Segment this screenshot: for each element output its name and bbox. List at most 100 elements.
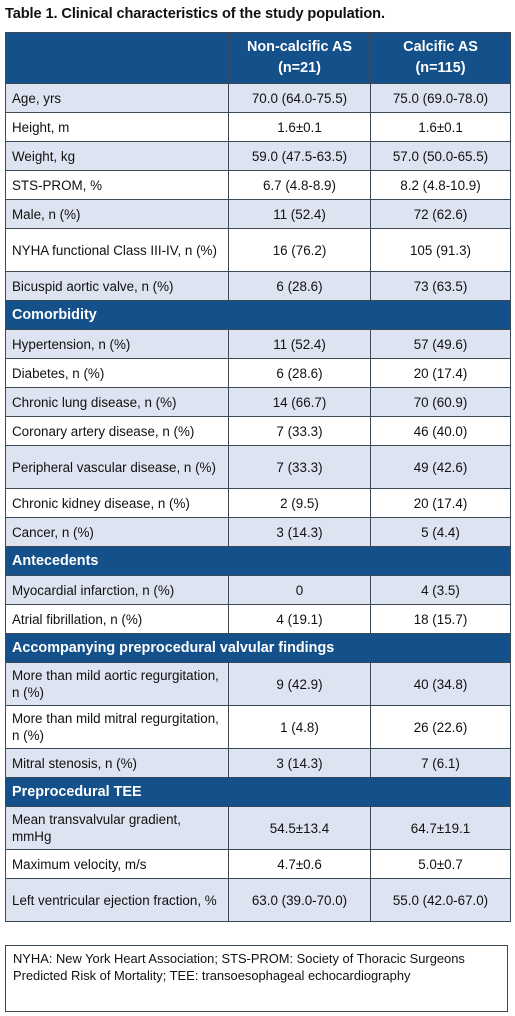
row-label: More than mild aortic regurgitation, n (… — [5, 662, 229, 706]
section-title: Comorbidity — [5, 300, 511, 330]
table-row: Bicuspid aortic valve, n (%) 6 (28.6) 73 (… — [5, 271, 511, 301]
cell-non-calcific: 6.7 (4.8-8.9) — [228, 170, 371, 200]
row-label: Weight, kg — [5, 141, 229, 171]
cell-non-calcific: 63.0 (39.0-70.0) — [228, 878, 371, 922]
cell-calcific: 73 (63.5) — [370, 271, 511, 301]
header-non-calcific-label: Non-calcific AS — [246, 39, 353, 55]
cell-non-calcific: 59.0 (47.5-63.5) — [228, 141, 371, 171]
cell-calcific: 49 (42.6) — [370, 445, 511, 489]
row-label: Mitral stenosis, n (%) — [5, 748, 229, 778]
cell-non-calcific: 54.5±13.4 — [228, 806, 371, 850]
table-row: Left ventricular ejection fraction, % 63.… — [5, 878, 511, 922]
table-row: NYHA functional Class III-IV, n (%) 16 (7… — [5, 228, 511, 272]
cell-calcific: 40 (34.8) — [370, 662, 511, 706]
cell-non-calcific: 7 (33.3) — [228, 445, 371, 489]
section-header-valvular: Accompanying preprocedural valvular find… — [5, 633, 511, 663]
row-label: Left ventricular ejection fraction, % — [5, 878, 229, 922]
table-row: Age, yrs 70.0 (64.0-75.5) 75.0 (69.0-78.0) — [5, 83, 511, 113]
cell-non-calcific: 4.7±0.6 — [228, 849, 371, 879]
cell-calcific: 26 (22.6) — [370, 705, 511, 749]
cell-calcific: 57.0 (50.0-65.5) — [370, 141, 511, 171]
section-header-antecedents: Antecedents — [5, 546, 511, 576]
row-label: Chronic lung disease, n (%) — [5, 387, 229, 417]
cell-calcific: 7 (6.1) — [370, 748, 511, 778]
cell-non-calcific: 14 (66.7) — [228, 387, 371, 417]
row-label: Male, n (%) — [5, 199, 229, 229]
table-footnote: NYHA: New York Heart Association; STS-PR… — [5, 945, 508, 1012]
cell-non-calcific: 7 (33.3) — [228, 416, 371, 446]
table-row: Coronary artery disease, n (%) 7 (33.3) 46… — [5, 416, 511, 446]
table-header-row: Non-calcific AS (n=21) Calcific AS (n=115) — [5, 32, 511, 84]
cell-non-calcific: 11 (52.4) — [228, 329, 371, 359]
table-row: Maximum velocity, m/s 4.7±0.6 5.0±0.7 — [5, 849, 511, 879]
cell-non-calcific: 1 (4.8) — [228, 705, 371, 749]
header-non-calcific: Non-calcific AS (n=21) — [228, 32, 371, 84]
table-row: Cancer, n (%) 3 (14.3) 5 (4.4) — [5, 517, 511, 547]
row-label: Cancer, n (%) — [5, 517, 229, 547]
cell-calcific: 55.0 (42.0-67.0) — [370, 878, 511, 922]
row-label: Myocardial infarction, n (%) — [5, 575, 229, 605]
section-title: Accompanying preprocedural valvular find… — [5, 633, 511, 663]
row-label: Diabetes, n (%) — [5, 358, 229, 388]
cell-calcific: 57 (49.6) — [370, 329, 511, 359]
table-row: Diabetes, n (%) 6 (28.6) 20 (17.4) — [5, 358, 511, 388]
row-label: NYHA functional Class III-IV, n (%) — [5, 228, 229, 272]
table-row: Hypertension, n (%) 11 (52.4) 57 (49.6) — [5, 329, 511, 359]
table-row: Mitral stenosis, n (%) 3 (14.3) 7 (6.1) — [5, 748, 511, 778]
cell-non-calcific: 6 (28.6) — [228, 271, 371, 301]
cell-calcific: 70 (60.9) — [370, 387, 511, 417]
table-row: Height, m 1.6±0.1 1.6±0.1 — [5, 112, 511, 142]
section-header-comorbidity: Comorbidity — [5, 300, 511, 330]
table-row: More than mild mitral regurgitation, n (… — [5, 705, 511, 749]
table-row: STS-PROM, % 6.7 (4.8-8.9) 8.2 (4.8-10.9) — [5, 170, 511, 200]
row-label: Atrial fibrillation, n (%) — [5, 604, 229, 634]
cell-calcific: 105 (91.3) — [370, 228, 511, 272]
cell-non-calcific: 6 (28.6) — [228, 358, 371, 388]
section-title: Antecedents — [5, 546, 511, 576]
cell-calcific: 5 (4.4) — [370, 517, 511, 547]
section-header-tee: Preprocedural TEE — [5, 777, 511, 807]
header-calcific: Calcific AS (n=115) — [370, 32, 511, 84]
cell-non-calcific: 11 (52.4) — [228, 199, 371, 229]
cell-calcific: 20 (17.4) — [370, 358, 511, 388]
table-row: Atrial fibrillation, n (%) 4 (19.1) 18 (15… — [5, 604, 511, 634]
cell-non-calcific: 3 (14.3) — [228, 517, 371, 547]
header-calcific-label: Calcific AS — [403, 39, 478, 55]
row-label: Height, m — [5, 112, 229, 142]
table-title: Table 1. Clinical characteristics of the… — [5, 6, 385, 22]
cell-calcific: 72 (62.6) — [370, 199, 511, 229]
cell-non-calcific: 0 — [228, 575, 371, 605]
cell-calcific: 5.0±0.7 — [370, 849, 511, 879]
header-calcific-n: (n=115) — [415, 60, 466, 76]
row-label: Hypertension, n (%) — [5, 329, 229, 359]
row-label: Chronic kidney disease, n (%) — [5, 488, 229, 518]
cell-non-calcific: 2 (9.5) — [228, 488, 371, 518]
row-label: Maximum velocity, m/s — [5, 849, 229, 879]
row-label: Peripheral vascular disease, n (%) — [5, 445, 229, 489]
row-label: More than mild mitral regurgitation, n (… — [5, 705, 229, 749]
table-row: Mean transvalvular gradient, mmHg 54.5±13… — [5, 806, 511, 850]
table-row: Weight, kg 59.0 (47.5-63.5) 57.0 (50.0-65.… — [5, 141, 511, 171]
cell-calcific: 20 (17.4) — [370, 488, 511, 518]
cell-non-calcific: 16 (76.2) — [228, 228, 371, 272]
table-row: More than mild aortic regurgitation, n (… — [5, 662, 511, 706]
cell-non-calcific: 1.6±0.1 — [228, 112, 371, 142]
row-label: STS-PROM, % — [5, 170, 229, 200]
cell-non-calcific: 3 (14.3) — [228, 748, 371, 778]
cell-calcific: 8.2 (4.8-10.9) — [370, 170, 511, 200]
cell-non-calcific: 9 (42.9) — [228, 662, 371, 706]
row-label: Mean transvalvular gradient, mmHg — [5, 806, 229, 850]
cell-calcific: 46 (40.0) — [370, 416, 511, 446]
header-non-calcific-n: (n=21) — [278, 60, 321, 76]
row-label: Coronary artery disease, n (%) — [5, 416, 229, 446]
clinical-characteristics-table: Non-calcific AS (n=21) Calcific AS (n=115)… — [5, 32, 511, 922]
table-row: Chronic kidney disease, n (%) 2 (9.5) 20 (… — [5, 488, 511, 518]
cell-calcific: 1.6±0.1 — [370, 112, 511, 142]
table-row: Peripheral vascular disease, n (%) 7 (33.… — [5, 445, 511, 489]
cell-non-calcific: 4 (19.1) — [228, 604, 371, 634]
section-title: Preprocedural TEE — [5, 777, 511, 807]
row-label: Bicuspid aortic valve, n (%) — [5, 271, 229, 301]
header-empty-cell — [5, 32, 229, 84]
table-row: Male, n (%) 11 (52.4) 72 (62.6) — [5, 199, 511, 229]
cell-calcific: 75.0 (69.0-78.0) — [370, 83, 511, 113]
